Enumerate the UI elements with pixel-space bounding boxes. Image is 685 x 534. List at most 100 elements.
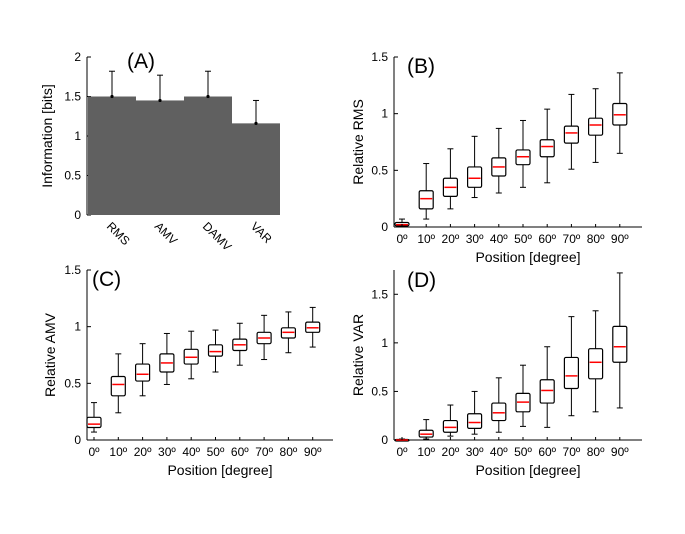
y-tick-label: 1	[381, 107, 388, 121]
bar-amv	[136, 100, 184, 215]
box-1	[418, 419, 434, 440]
x-tick-label: 40º	[490, 232, 508, 246]
x-tick-label: 30º	[466, 445, 484, 459]
x-tick-label: 50º	[514, 445, 532, 459]
y-tick-label: 0.5	[371, 384, 388, 398]
box-4	[491, 127, 507, 194]
box-iqr	[539, 139, 555, 158]
panel-label: (D)	[407, 269, 436, 292]
y-tick-label: 2	[74, 50, 81, 64]
box-4	[183, 330, 199, 380]
y-tick-label: 1.5	[64, 263, 81, 277]
panel-label: (B)	[407, 55, 435, 78]
y-tick-label: 0	[74, 208, 81, 222]
x-tick-label: 70º	[255, 445, 273, 459]
error-bar-origin	[158, 98, 162, 103]
box-8	[280, 311, 296, 354]
box-iqr	[207, 344, 224, 357]
y-tick-label: 0	[381, 433, 388, 447]
box-5	[515, 364, 531, 427]
box-5	[515, 119, 531, 188]
x-tick-label: 20º	[442, 232, 460, 246]
x-tick-label: 60º	[538, 445, 556, 459]
x-tick-label: 0º	[88, 445, 100, 459]
x-tick-label: 50º	[514, 232, 532, 246]
box-4	[491, 377, 507, 433]
x-tick-label: 40º	[490, 445, 508, 459]
x-tick-label: DAMV	[200, 219, 234, 253]
box-9	[305, 306, 321, 348]
x-tick-label: 80º	[587, 445, 605, 459]
box-iqr	[467, 166, 483, 188]
box-7	[563, 316, 580, 417]
box-iqr	[110, 375, 126, 397]
box-iqr	[467, 413, 483, 429]
x-tick-label: 80º	[587, 232, 605, 246]
x-tick-label: 90º	[611, 445, 629, 459]
box-7	[256, 314, 272, 361]
x-tick-label: 40º	[182, 445, 200, 459]
y-tick-label: 1	[74, 320, 81, 334]
x-axis-label: Position [degree]	[167, 462, 272, 478]
y-tick-label: 0	[74, 433, 81, 447]
box-iqr	[587, 348, 604, 380]
x-tick-label: 10º	[417, 232, 435, 246]
panel-c: 0 0.5 1 1.5 Relative AMV Position [degree] (C)…	[42, 263, 333, 478]
x-tick-label: 80º	[280, 445, 298, 459]
y-tick-label: 1.5	[371, 287, 388, 301]
panel-b: 0 0.5 1 1.5 Relative RMS Position [degree] (B)…	[350, 50, 642, 265]
x-tick-label: AMV	[152, 219, 180, 247]
box-iqr	[135, 363, 151, 382]
box-2	[442, 148, 458, 210]
box-2	[135, 343, 151, 397]
box-7	[563, 93, 580, 170]
y-tick-label: 1.5	[371, 50, 388, 64]
x-tick-label: 60º	[538, 232, 556, 246]
box-0	[86, 402, 102, 433]
x-tick-label: 0º	[396, 232, 408, 246]
box-3	[159, 332, 175, 385]
x-tick-label: 0º	[396, 445, 408, 459]
y-tick-label: 0.5	[371, 163, 388, 177]
box-iqr	[539, 379, 555, 404]
box-5	[207, 329, 224, 373]
x-tick-label: 50º	[207, 445, 225, 459]
box-9	[612, 72, 628, 154]
panel-d: 0 0.5 1 1.5 Relative VAR Position [degree] (D)…	[350, 269, 642, 478]
panel-a: 0 0.5 1 1.5 2 Information [bits] (A) RMS AMV DAMV…	[39, 50, 280, 254]
box-1	[110, 353, 126, 414]
box-9	[612, 272, 628, 409]
box-iqr	[563, 356, 580, 390]
box-6	[539, 108, 555, 184]
y-tick-label: 0.5	[64, 169, 81, 183]
x-tick-label: RMS	[104, 219, 133, 248]
box-iqr	[86, 416, 102, 429]
box-iqr	[442, 419, 458, 433]
bar-damv	[184, 96, 232, 215]
error-bar-origin	[110, 94, 114, 99]
box-iqr	[612, 325, 628, 363]
x-tick-label: 10º	[109, 445, 127, 459]
x-tick-label: 70º	[563, 445, 581, 459]
y-tick-label: 0	[381, 220, 388, 234]
y-tick-label: 1	[74, 129, 81, 143]
y-tick-label: 1	[381, 336, 388, 350]
x-tick-label: 30º	[466, 232, 484, 246]
panel-label: (C)	[92, 268, 121, 291]
x-tick-label: 20º	[134, 445, 152, 459]
bar-var	[232, 123, 280, 215]
x-axis-label: Position [degree]	[475, 249, 580, 265]
y-tick-label: 1.5	[64, 90, 81, 104]
box-2	[442, 404, 458, 437]
box-iqr	[563, 125, 580, 144]
box-6	[232, 322, 248, 366]
box-6	[539, 346, 555, 428]
x-tick-label: 30º	[158, 445, 176, 459]
y-axis-label: Relative RMS	[350, 99, 366, 185]
y-axis-label: Relative VAR	[350, 314, 366, 396]
box-1	[418, 163, 434, 220]
box-iqr	[587, 117, 604, 136]
box-3	[467, 390, 483, 435]
